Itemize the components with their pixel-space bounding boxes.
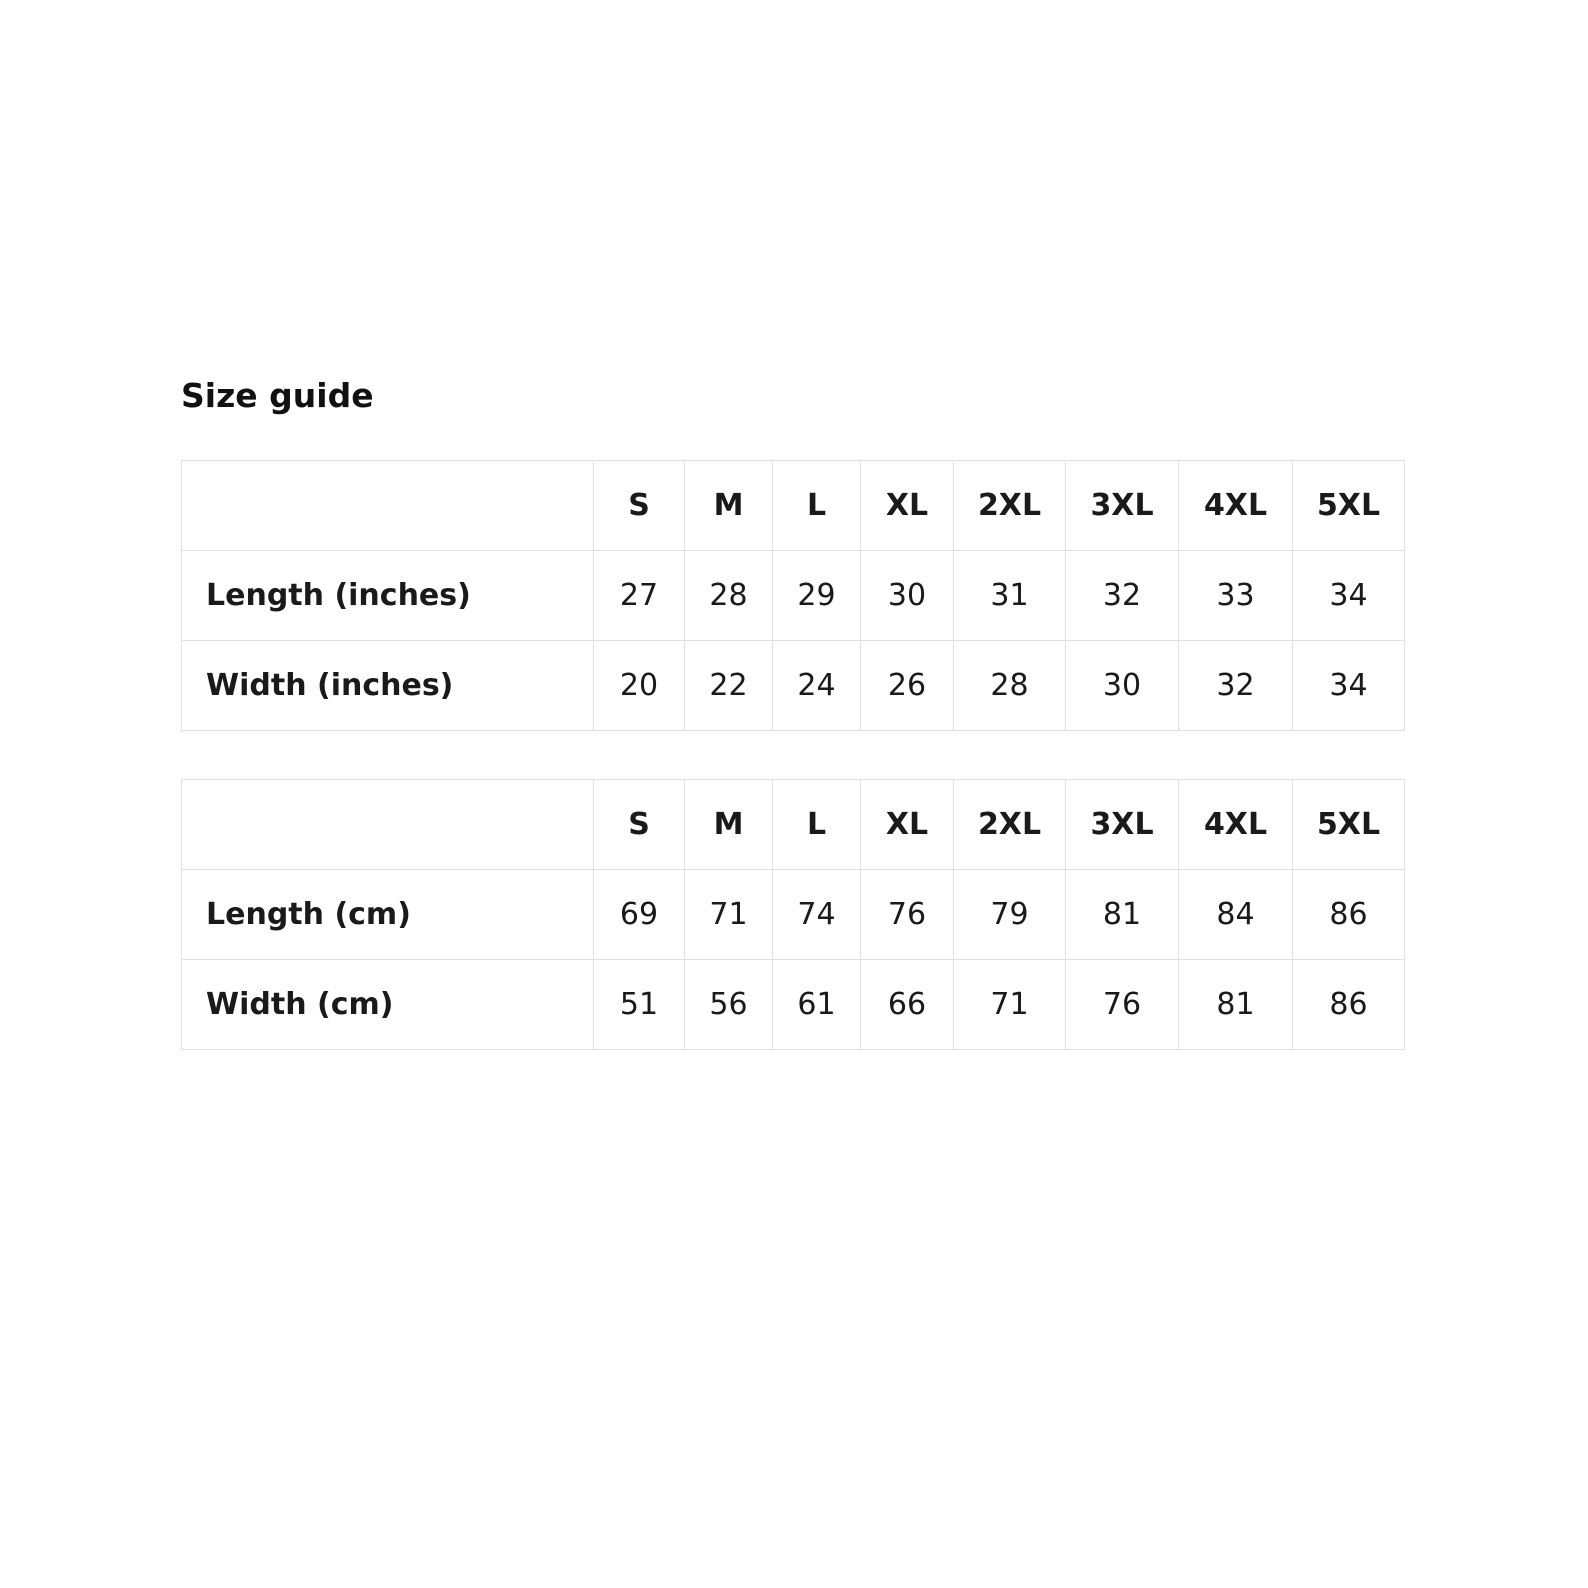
table-header-row: S M L XL 2XL 3XL 4XL 5XL (181, 460, 1405, 551)
table-cell: 27 (593, 550, 685, 641)
size-column-header-5xl: 5XL (1292, 779, 1405, 870)
size-column-header-5xl: 5XL (1292, 460, 1405, 551)
table-cell: 71 (684, 869, 773, 960)
table-cell: 34 (1292, 640, 1405, 731)
table-cell: 51 (593, 959, 685, 1050)
table-cell: 61 (772, 959, 861, 1050)
size-column-header-2xl: 2XL (953, 460, 1066, 551)
table-cell: 69 (593, 869, 685, 960)
row-label: Width (cm) (181, 959, 594, 1050)
table-cell: 66 (860, 959, 954, 1050)
table-cell: 76 (860, 869, 954, 960)
row-label: Length (inches) (181, 550, 594, 641)
table-cell: 28 (684, 550, 773, 641)
size-column-header-s: S (593, 779, 685, 870)
size-column-header-3xl: 3XL (1065, 779, 1179, 870)
size-column-header-3xl: 3XL (1065, 460, 1179, 551)
table-row-length-inches: Length (inches) 27 28 29 30 31 32 33 34 (181, 550, 1405, 641)
table-cell: 34 (1292, 550, 1405, 641)
table-cell: 86 (1292, 869, 1405, 960)
table-cell: 79 (953, 869, 1066, 960)
table-cell: 31 (953, 550, 1066, 641)
table-row-width-inches: Width (inches) 20 22 24 26 28 30 32 34 (181, 640, 1405, 731)
table-cell: 32 (1178, 640, 1293, 731)
table-cell: 29 (772, 550, 861, 641)
row-label: Length (cm) (181, 869, 594, 960)
size-column-header-2xl: 2XL (953, 779, 1066, 870)
size-column-header-m: M (684, 779, 773, 870)
table-row-width-cm: Width (cm) 51 56 61 66 71 76 81 86 (181, 959, 1405, 1050)
table-header-row: S M L XL 2XL 3XL 4XL 5XL (181, 779, 1405, 870)
size-table-cm: S M L XL 2XL 3XL 4XL 5XL Length (cm) 69 … (181, 779, 1405, 1050)
size-table-inches: S M L XL 2XL 3XL 4XL 5XL Length (inches)… (181, 460, 1405, 731)
table-cell: 84 (1178, 869, 1293, 960)
table-cell: 76 (1065, 959, 1179, 1050)
table-row-length-cm: Length (cm) 69 71 74 76 79 81 84 86 (181, 869, 1405, 960)
size-guide-title: Size guide (181, 376, 374, 415)
corner-cell (181, 779, 594, 870)
size-guide-section: Size guide S M L XL 2XL 3XL 4XL 5XL (181, 374, 1405, 1050)
table-cell: 33 (1178, 550, 1293, 641)
table-cell: 26 (860, 640, 954, 731)
table-cell: 86 (1292, 959, 1405, 1050)
table-cell: 81 (1178, 959, 1293, 1050)
size-column-header-l: L (772, 779, 861, 870)
table-cell: 71 (953, 959, 1066, 1050)
table-cell: 81 (1065, 869, 1179, 960)
table-cell: 24 (772, 640, 861, 731)
table-cell: 74 (772, 869, 861, 960)
size-column-header-xl: XL (860, 460, 954, 551)
size-column-header-xl: XL (860, 779, 954, 870)
table-cell: 28 (953, 640, 1066, 731)
row-label: Width (inches) (181, 640, 594, 731)
size-column-header-m: M (684, 460, 773, 551)
size-column-header-4xl: 4XL (1178, 779, 1293, 870)
table-cell: 32 (1065, 550, 1179, 641)
size-column-header-4xl: 4XL (1178, 460, 1293, 551)
size-column-header-s: S (593, 460, 685, 551)
size-column-header-l: L (772, 460, 861, 551)
table-cell: 56 (684, 959, 773, 1050)
table-cell: 20 (593, 640, 685, 731)
table-cell: 30 (1065, 640, 1179, 731)
table-cell: 22 (684, 640, 773, 731)
corner-cell (181, 460, 594, 551)
table-cell: 30 (860, 550, 954, 641)
